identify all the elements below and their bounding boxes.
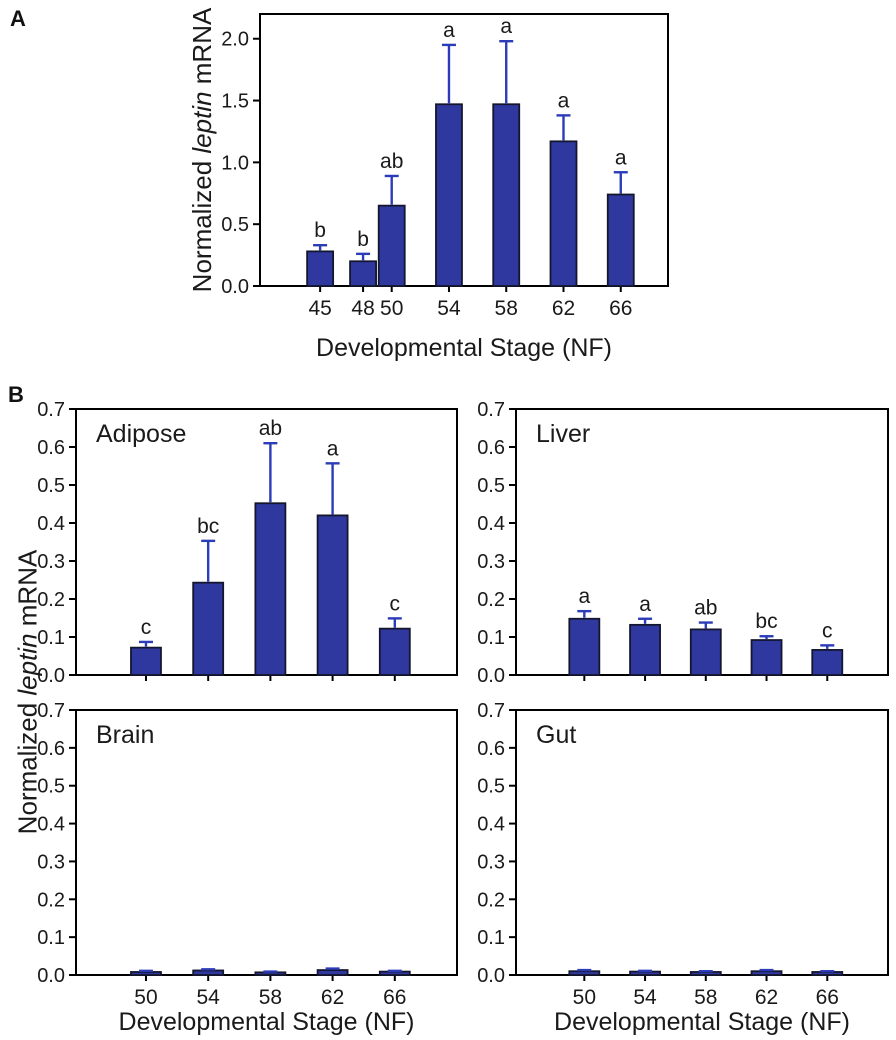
svg-text:1.5: 1.5 xyxy=(221,91,249,113)
svg-text:c: c xyxy=(822,619,833,642)
svg-text:0.4: 0.4 xyxy=(477,513,505,535)
svg-text:Developmental Stage (NF): Developmental Stage (NF) xyxy=(554,1008,850,1036)
svg-text:58: 58 xyxy=(495,297,518,320)
svg-text:0.1: 0.1 xyxy=(37,927,65,949)
svg-text:Normalized leptin mRNA: Normalized leptin mRNA xyxy=(187,7,217,292)
svg-text:0.1: 0.1 xyxy=(477,627,505,649)
svg-text:62: 62 xyxy=(755,986,778,1009)
svg-text:0.4: 0.4 xyxy=(37,814,65,836)
svg-text:0.6: 0.6 xyxy=(477,738,505,760)
svg-text:0.3: 0.3 xyxy=(37,551,65,573)
svg-text:0.5: 0.5 xyxy=(37,475,65,497)
adipose-chart: 0.0 0.1 0.2 0.3 0.4 0.5 0.6 0.7 c bc ab a c Adipose xyxy=(37,399,458,687)
svg-text:50: 50 xyxy=(573,986,596,1009)
svg-text:0.5: 0.5 xyxy=(37,776,65,798)
svg-text:0.4: 0.4 xyxy=(477,814,505,836)
svg-text:54: 54 xyxy=(197,986,221,1009)
svg-text:a: a xyxy=(443,19,455,42)
svg-text:0.2: 0.2 xyxy=(37,889,65,911)
svg-text:0.0: 0.0 xyxy=(37,665,65,687)
svg-text:Developmental Stage (NF): Developmental Stage (NF) xyxy=(119,1008,415,1036)
svg-text:0.0: 0.0 xyxy=(221,276,249,298)
svg-text:0.1: 0.1 xyxy=(37,627,65,649)
svg-text:bc: bc xyxy=(755,610,777,633)
svg-text:Liver: Liver xyxy=(536,420,590,448)
svg-text:a: a xyxy=(639,593,651,616)
svg-text:50: 50 xyxy=(134,986,157,1009)
brain-chart: 0.0 0.1 0.2 0.3 0.4 0.5 0.6 0.7 50 54 58 62 66 Brain D… xyxy=(37,702,458,1036)
svg-text:Brain: Brain xyxy=(96,721,154,749)
svg-text:bc: bc xyxy=(197,515,219,538)
svg-text:48: 48 xyxy=(351,297,374,320)
svg-text:0.6: 0.6 xyxy=(477,437,505,459)
svg-text:62: 62 xyxy=(552,297,575,320)
svg-text:ab: ab xyxy=(380,150,403,173)
svg-text:50: 50 xyxy=(380,297,403,320)
svg-text:0.2: 0.2 xyxy=(477,589,505,611)
svg-text:Gut: Gut xyxy=(536,721,576,749)
svg-text:ab: ab xyxy=(694,597,717,620)
svg-text:66: 66 xyxy=(609,297,632,320)
svg-text:0.7: 0.7 xyxy=(37,702,65,722)
svg-text:0.0: 0.0 xyxy=(37,965,65,987)
svg-text:0.3: 0.3 xyxy=(477,851,505,873)
svg-text:0.1: 0.1 xyxy=(477,927,505,949)
svg-text:Adipose: Adipose xyxy=(96,420,186,448)
svg-text:0.3: 0.3 xyxy=(37,851,65,873)
svg-text:0.5: 0.5 xyxy=(477,776,505,798)
svg-text:ab: ab xyxy=(259,417,282,440)
panel-b-label: B xyxy=(8,382,24,407)
svg-text:0.6: 0.6 xyxy=(37,437,65,459)
svg-text:0.2: 0.2 xyxy=(37,589,65,611)
svg-text:66: 66 xyxy=(816,986,839,1009)
svg-text:0.0: 0.0 xyxy=(477,965,505,987)
svg-text:c: c xyxy=(390,592,401,615)
svg-text:a: a xyxy=(578,585,590,608)
svg-text:0.5: 0.5 xyxy=(221,214,249,236)
svg-text:0.5: 0.5 xyxy=(477,475,505,497)
svg-text:62: 62 xyxy=(321,986,344,1009)
svg-text:45: 45 xyxy=(308,297,331,320)
svg-text:a: a xyxy=(615,146,627,169)
svg-text:b: b xyxy=(314,219,326,242)
svg-text:54: 54 xyxy=(437,297,461,320)
svg-text:a: a xyxy=(558,89,570,112)
svg-text:c: c xyxy=(141,616,152,639)
svg-text:0.2: 0.2 xyxy=(477,889,505,911)
svg-text:0.7: 0.7 xyxy=(37,399,65,421)
gut-chart: 0.0 0.1 0.2 0.3 0.4 0.5 0.6 0.7 50 54 58 62 66 Gut Dev… xyxy=(477,702,889,1036)
svg-text:Developmental Stage (NF): Developmental Stage (NF) xyxy=(316,334,612,362)
svg-text:66: 66 xyxy=(383,986,406,1009)
svg-text:58: 58 xyxy=(259,986,282,1009)
svg-text:b: b xyxy=(357,228,369,251)
svg-text:a: a xyxy=(327,437,339,460)
panel-a-label: A xyxy=(10,6,26,31)
svg-text:2.0: 2.0 xyxy=(221,29,249,51)
svg-text:0.0: 0.0 xyxy=(477,665,505,687)
svg-text:58: 58 xyxy=(694,986,717,1009)
svg-text:0.4: 0.4 xyxy=(37,513,65,535)
svg-text:0.3: 0.3 xyxy=(477,551,505,573)
svg-text:0.7: 0.7 xyxy=(477,702,505,722)
svg-text:54: 54 xyxy=(633,986,657,1009)
svg-text:1.0: 1.0 xyxy=(221,152,249,174)
svg-text:0.7: 0.7 xyxy=(477,399,505,421)
liver-chart: 0.0 0.1 0.2 0.3 0.4 0.5 0.6 0.7 a a ab bc c Liver xyxy=(477,399,889,687)
svg-text:a: a xyxy=(500,15,512,38)
svg-text:0.6: 0.6 xyxy=(37,738,65,760)
panel-a-chart: 0.0 0.5 1.0 1.5 2.0 45 48 50 54 58 62 66 b b ab a a a a Dev… xyxy=(187,7,669,362)
